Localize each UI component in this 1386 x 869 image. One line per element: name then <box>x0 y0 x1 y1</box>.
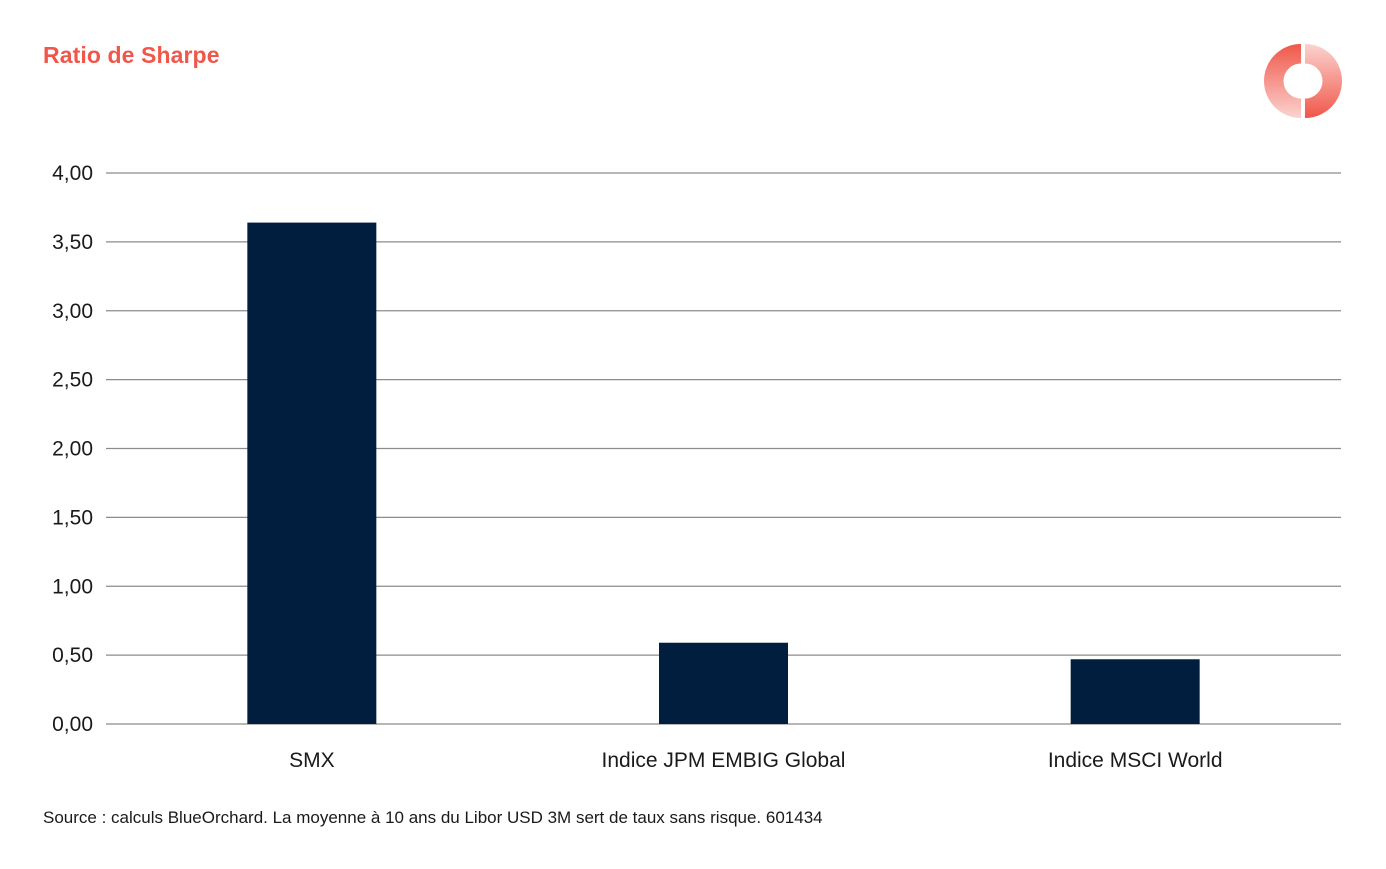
y-tick-label: 2,50 <box>52 369 93 392</box>
y-tick-label: 1,00 <box>52 575 93 598</box>
bars <box>247 222 1200 724</box>
bar-2 <box>1070 659 1200 724</box>
y-tick-label: 2,00 <box>52 438 93 461</box>
bar-1 <box>659 642 788 724</box>
bar-0 <box>247 222 377 724</box>
source-note: Source : calculs BlueOrchard. La moyenne… <box>43 808 823 827</box>
chart-title: Ratio de Sharpe <box>43 42 220 68</box>
y-tick-label: 4,00 <box>52 162 93 185</box>
x-category-label: Indice MSCI World <box>1048 749 1223 772</box>
donut-logo-icon <box>1264 43 1342 119</box>
x-category-label: Indice JPM EMBIG Global <box>602 749 846 772</box>
y-tick-label: 3,00 <box>52 300 93 323</box>
y-tick-label: 0,00 <box>52 713 93 736</box>
y-tick-label: 0,50 <box>52 644 93 667</box>
y-tick-label: 3,50 <box>52 231 93 254</box>
y-tick-label: 1,50 <box>52 506 93 529</box>
x-axis-labels: SMX Indice JPM EMBIG Global Indice MSCI Wo… <box>289 749 1222 772</box>
y-axis-ticks: 0,00 0,50 1,00 1,50 2,00 2,50 3,00 3,50 4,00 <box>52 162 93 736</box>
x-category-label: SMX <box>289 749 335 772</box>
